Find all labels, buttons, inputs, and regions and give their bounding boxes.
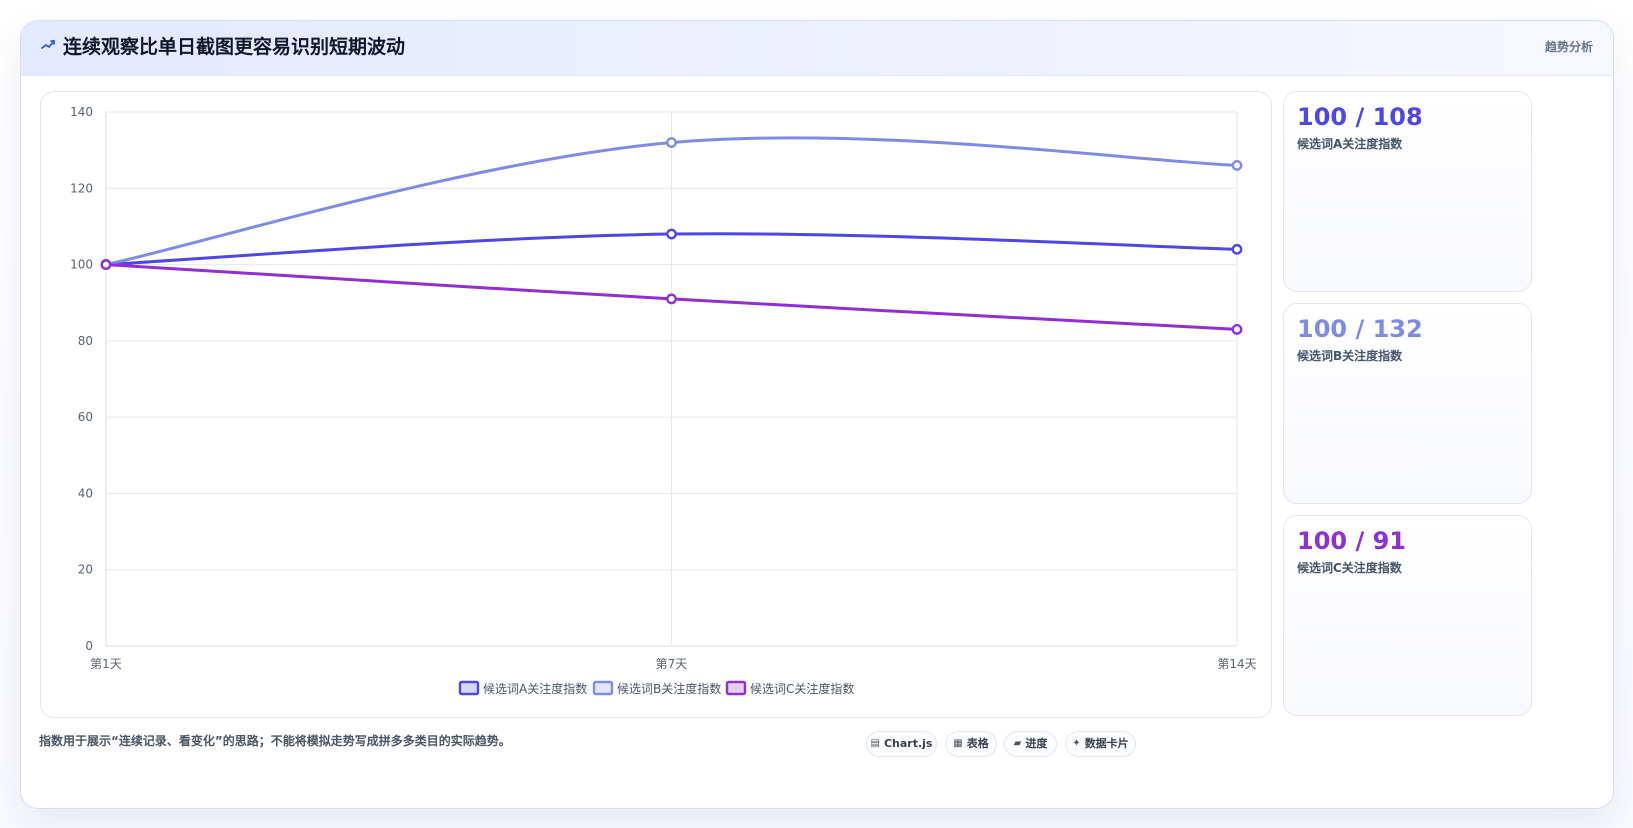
x-tick-label: 第1天: [90, 657, 122, 671]
progress-chip-label: 进度: [1025, 737, 1048, 750]
data-point-c-3: [1231, 324, 1243, 335]
y-tick-label: 60: [78, 410, 93, 424]
legend-swatch-a: [458, 680, 480, 696]
progress-chip[interactable]: ▰ 进度: [1004, 731, 1057, 757]
stat-value-a: 100 / 108: [1297, 103, 1423, 131]
chartjs-chip-label: Chart.js: [883, 737, 933, 750]
card-header: 连续观察比单日截图更容易识别短期波动 趋势分析: [21, 21, 1613, 76]
legend-label-c: 候选词C关注度指数: [750, 681, 854, 696]
legend-label-a: 候选词A关注度指数: [483, 681, 587, 696]
data-point-a-2: [666, 228, 677, 240]
stat-value-c: 100 / 91: [1297, 527, 1406, 555]
y-tick-label: 40: [78, 486, 93, 500]
chartjs-chip[interactable]: ▤ Chart.js: [866, 731, 937, 757]
progress-icon: ▰: [1013, 738, 1022, 749]
y-tick-label: 140: [70, 105, 93, 119]
data-card-chip[interactable]: ✦ 数据卡片: [1065, 731, 1136, 757]
data-card-chip-label: 数据卡片: [1084, 737, 1129, 750]
x-tick-label: 第14天: [1217, 657, 1256, 671]
y-tick-label: 80: [78, 334, 93, 348]
stat-value-b: 100 / 132: [1297, 315, 1423, 343]
page-title: 连续观察比单日截图更容易识别短期波动: [63, 36, 406, 58]
data-point-c-1: [100, 259, 112, 270]
y-tick-label: 120: [70, 181, 93, 195]
chart-icon: ▤: [870, 738, 880, 749]
stat-label-b: 候选词B关注度指数: [1297, 349, 1403, 363]
y-tick-label: 0: [85, 639, 93, 653]
data-point-b-2: [666, 137, 677, 148]
trend-line-icon: [41, 40, 55, 49]
stat-card-c: 100 / 91 候选词C关注度指数: [1283, 515, 1532, 716]
data-point-c-2: [666, 293, 677, 305]
legend-swatch-b: [592, 680, 614, 696]
y-tick-label: 100: [70, 258, 93, 272]
chart-panel: 0 20 40 60 80 100 120 140 第1天 第7天 第14天候选词A关注度指数 候选词…: [40, 91, 1272, 718]
table-chip[interactable]: ▦ 表格: [945, 731, 997, 757]
trend-analysis-link[interactable]: 趋势分析: [1544, 40, 1593, 54]
table-chip-label: 表格: [966, 737, 989, 750]
data-point-a-3: [1231, 243, 1243, 255]
x-tick-label: 第7天: [656, 657, 688, 671]
legend-label-b: 候选词B关注度指数: [617, 681, 721, 696]
legend-swatch-c: [725, 680, 747, 696]
stat-label-a: 候选词A关注度指数: [1297, 137, 1403, 151]
y-tick-label: 20: [78, 563, 93, 577]
stat-label-c: 候选词C关注度指数: [1297, 561, 1402, 575]
stat-card-b: 100 / 132 候选词B关注度指数: [1283, 303, 1532, 504]
stat-card-a: 100 / 108 候选词A关注度指数: [1283, 91, 1532, 292]
footer-note: 指数用于展示“连续记录、看变化”的思路；不能将模拟走势写成拼多多类目的实际趋势。: [39, 734, 511, 748]
table-icon: ▦: [953, 738, 963, 749]
data-point-b-3: [1231, 160, 1243, 171]
trend-card: 连续观察比单日截图更容易识别短期波动 趋势分析 0 20 40 60 80 100 120 1…: [20, 20, 1614, 809]
card-icon: ✦: [1072, 738, 1081, 749]
